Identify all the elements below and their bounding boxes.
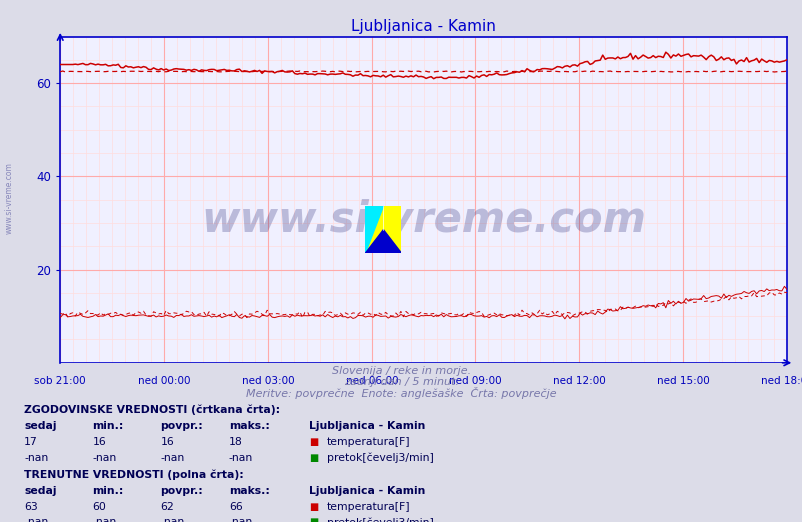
Title: Ljubljanica - Kamin: Ljubljanica - Kamin [350, 19, 496, 34]
Text: temperatura[F]: temperatura[F] [326, 502, 410, 512]
Text: Ljubljanica - Kamin: Ljubljanica - Kamin [309, 486, 425, 496]
Text: sedaj: sedaj [24, 421, 56, 431]
Text: -nan: -nan [92, 517, 116, 522]
Text: ned 06:00: ned 06:00 [345, 376, 398, 386]
Text: Meritve: povprečne  Enote: anglešaške  Črta: povprečje: Meritve: povprečne Enote: anglešaške Črt… [246, 387, 556, 399]
Text: ned 00:00: ned 00:00 [138, 376, 190, 386]
Text: -nan: -nan [160, 453, 184, 462]
Text: ned 15:00: ned 15:00 [656, 376, 708, 386]
Text: min.:: min.: [92, 421, 124, 431]
Text: temperatura[F]: temperatura[F] [326, 437, 410, 447]
Text: 60: 60 [92, 502, 106, 512]
Text: povpr.:: povpr.: [160, 421, 203, 431]
Polygon shape [365, 230, 401, 253]
Text: -nan: -nan [24, 453, 48, 462]
Text: zadnji dan / 5 minut.: zadnji dan / 5 minut. [343, 377, 459, 387]
Polygon shape [365, 206, 383, 253]
Text: ■: ■ [309, 437, 318, 447]
Text: ned 12:00: ned 12:00 [552, 376, 605, 386]
Text: ■: ■ [309, 453, 318, 462]
Text: Slovenija / reke in morje.: Slovenija / reke in morje. [331, 366, 471, 376]
Text: ned 18:00: ned 18:00 [759, 376, 802, 386]
Text: pretok[čevelj3/min]: pretok[čevelj3/min] [326, 453, 433, 463]
Text: 62: 62 [160, 502, 174, 512]
Text: ■: ■ [309, 502, 318, 512]
Text: ZGODOVINSKE VREDNOSTI (črtkana črta):: ZGODOVINSKE VREDNOSTI (črtkana črta): [24, 405, 280, 415]
Text: -nan: -nan [229, 517, 253, 522]
Text: 66: 66 [229, 502, 242, 512]
Text: ■: ■ [309, 517, 318, 522]
Text: -nan: -nan [229, 453, 253, 462]
Text: 18: 18 [229, 437, 242, 447]
Text: ned 09:00: ned 09:00 [448, 376, 501, 386]
Text: pretok[čevelj3/min]: pretok[čevelj3/min] [326, 517, 433, 522]
Text: min.:: min.: [92, 486, 124, 496]
Text: www.si-vreme.com: www.si-vreme.com [5, 162, 14, 234]
Text: Ljubljanica - Kamin: Ljubljanica - Kamin [309, 421, 425, 431]
Text: ned 03:00: ned 03:00 [241, 376, 294, 386]
Text: sob 21:00: sob 21:00 [34, 376, 86, 386]
Text: 16: 16 [160, 437, 174, 447]
Text: -nan: -nan [160, 517, 184, 522]
Text: 16: 16 [92, 437, 106, 447]
Text: www.si-vreme.com: www.si-vreme.com [200, 198, 646, 240]
Text: sedaj: sedaj [24, 486, 56, 496]
Text: maks.:: maks.: [229, 421, 269, 431]
Text: povpr.:: povpr.: [160, 486, 203, 496]
Text: TRENUTNE VREDNOSTI (polna črta):: TRENUTNE VREDNOSTI (polna črta): [24, 469, 244, 480]
Text: maks.:: maks.: [229, 486, 269, 496]
Text: 63: 63 [24, 502, 38, 512]
Text: -nan: -nan [92, 453, 116, 462]
Text: -nan: -nan [24, 517, 48, 522]
Text: 17: 17 [24, 437, 38, 447]
